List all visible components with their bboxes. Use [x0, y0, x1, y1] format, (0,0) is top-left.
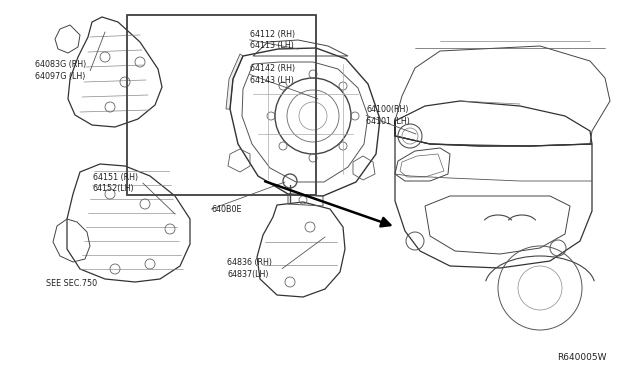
- Text: 64151 (RH)
64152(LH): 64151 (RH) 64152(LH): [93, 173, 138, 193]
- Polygon shape: [226, 54, 243, 109]
- Text: SEE SEC.750: SEE SEC.750: [46, 279, 97, 288]
- Text: 640B0E: 640B0E: [211, 205, 242, 214]
- Bar: [127, 15, 316, 195]
- Text: 64112 (RH)
64113 (LH): 64112 (RH) 64113 (LH): [250, 30, 295, 50]
- Text: R640005W: R640005W: [557, 353, 606, 362]
- Text: 64100(RH)
64101 (LH): 64100(RH) 64101 (LH): [366, 105, 410, 125]
- Text: 64142 (RH)
64143 (LH): 64142 (RH) 64143 (LH): [250, 64, 295, 84]
- Text: 64083G (RH)
64097G (LH): 64083G (RH) 64097G (LH): [35, 61, 86, 81]
- Text: 64836 (RH)
64837(LH): 64836 (RH) 64837(LH): [227, 259, 272, 279]
- Bar: [127, 15, 316, 195]
